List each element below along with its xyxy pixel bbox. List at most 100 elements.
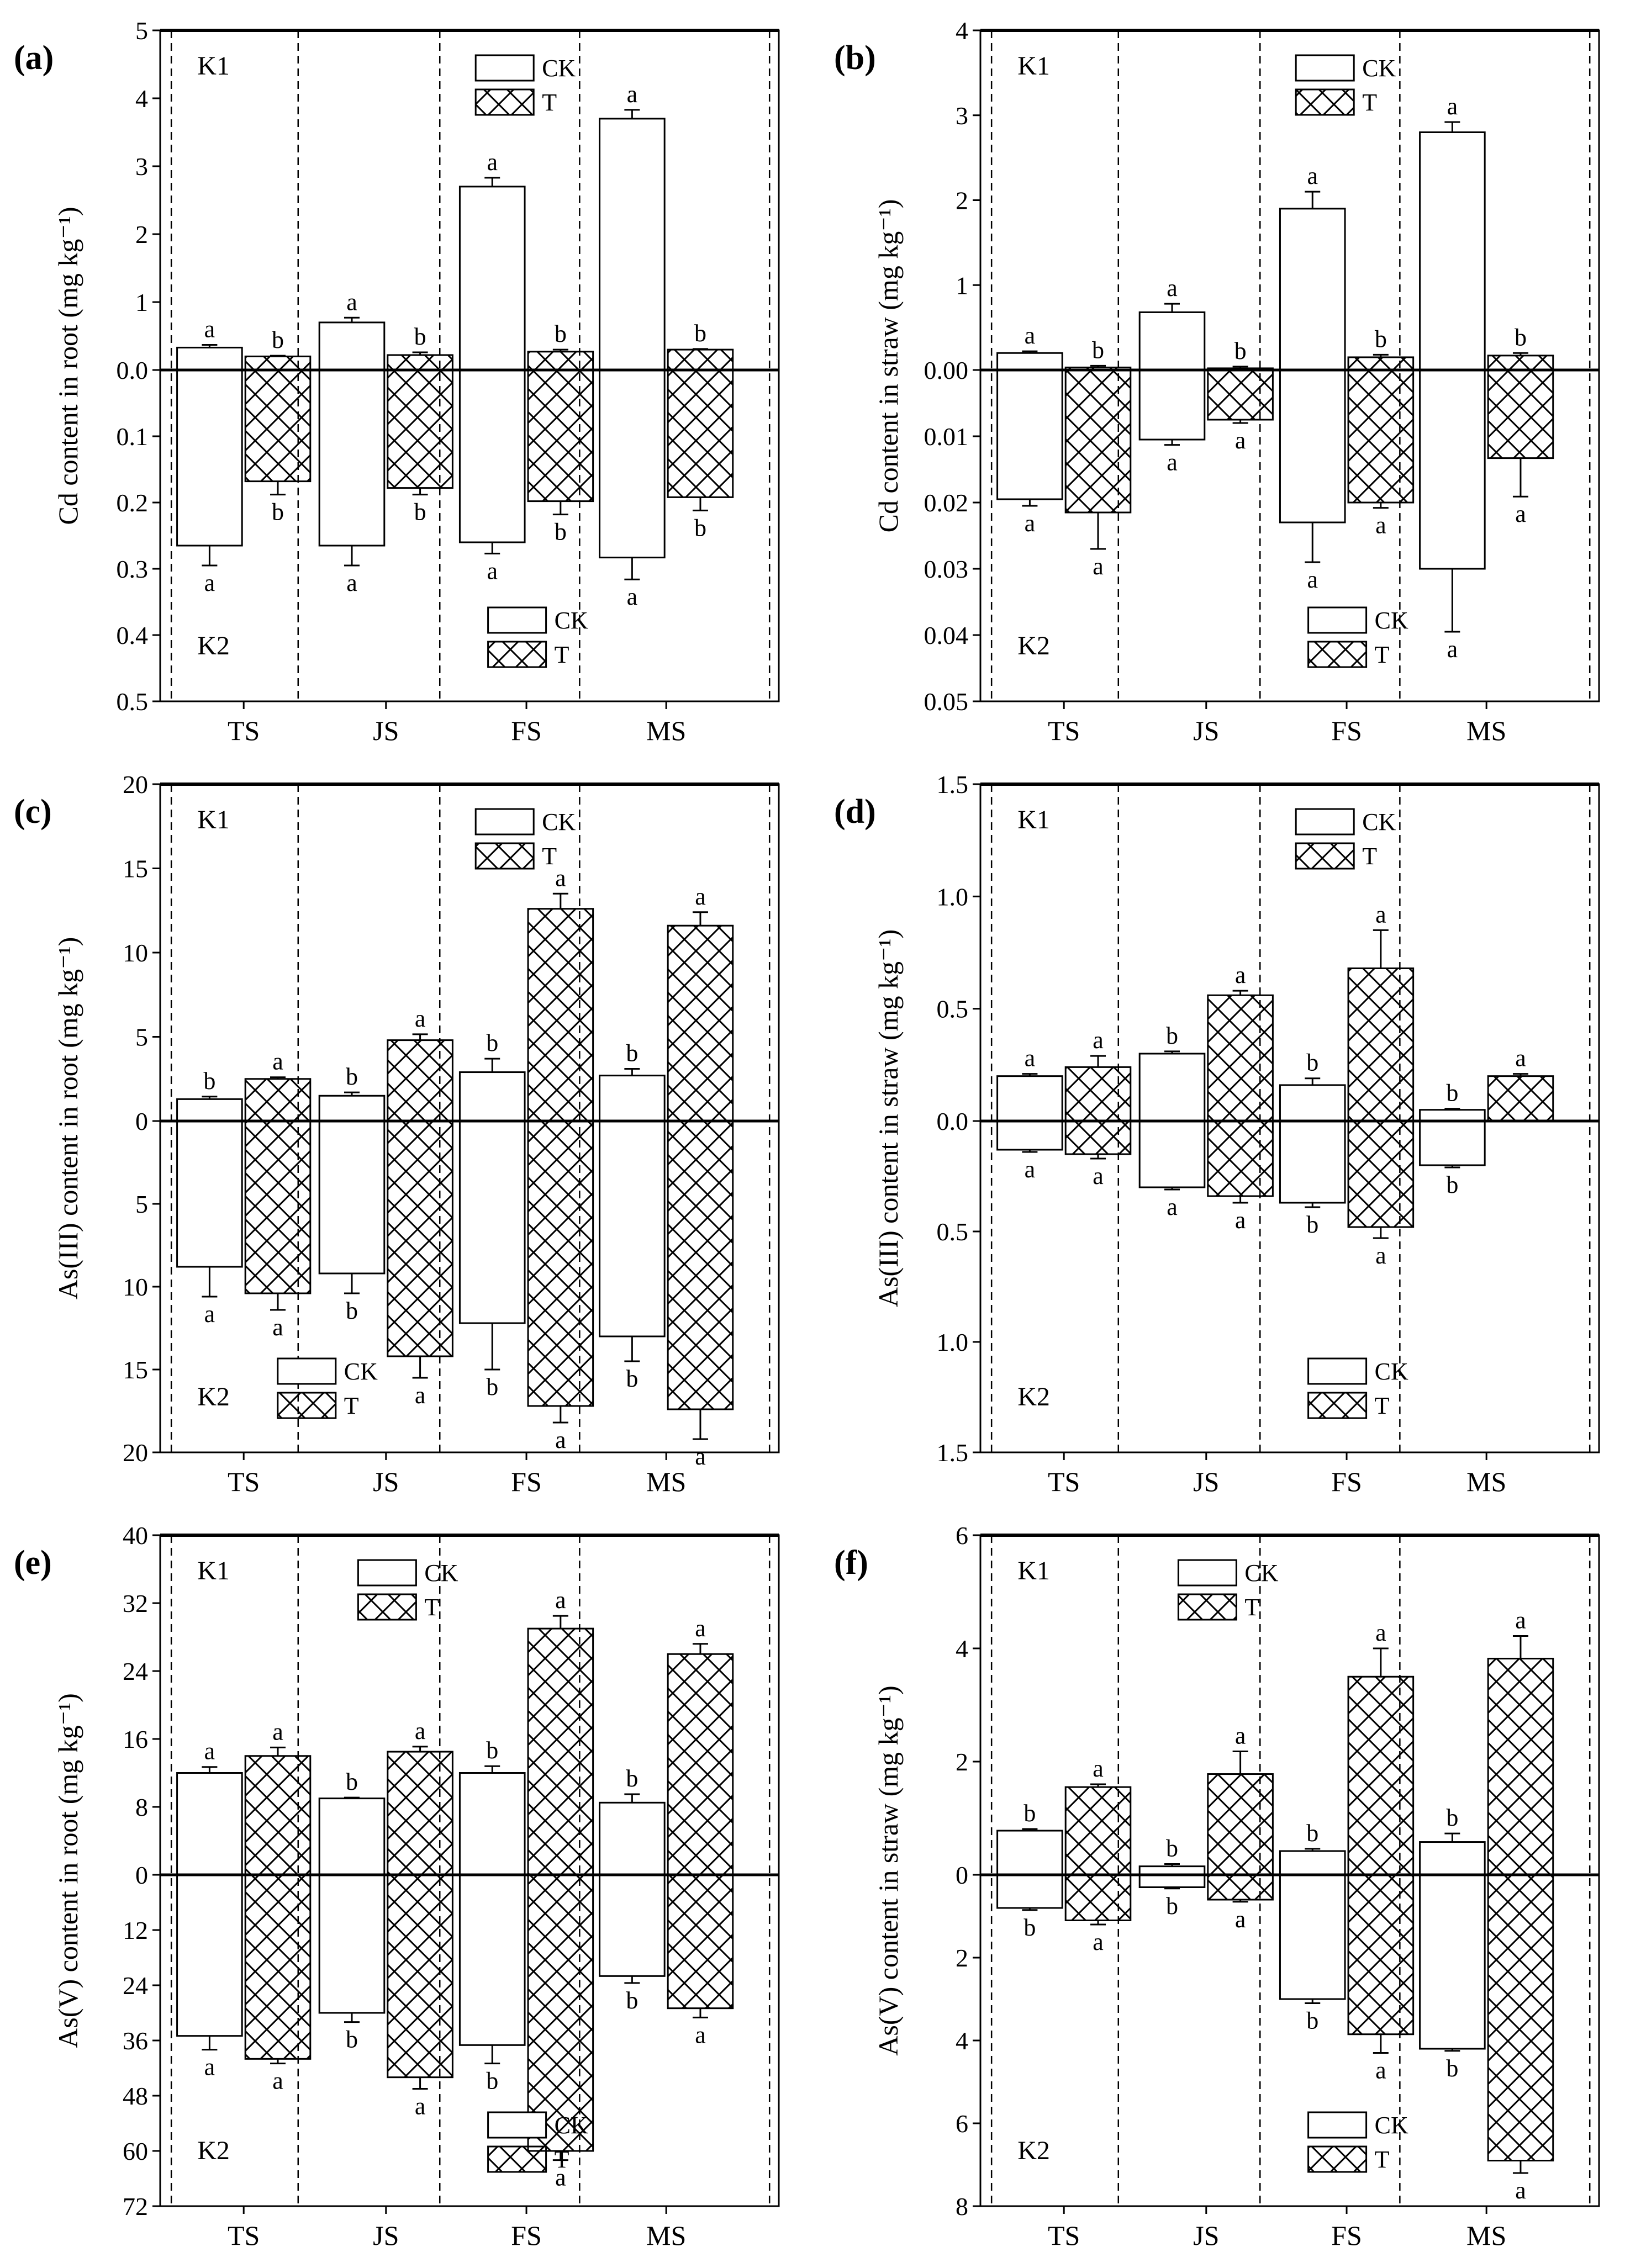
legend-label-t: T [1375,1392,1390,1419]
bar-k2-t-fs [527,369,594,503]
significance-label: a [1167,449,1178,476]
legend-swatch-t [1295,88,1355,116]
significance-label: b [1306,1211,1318,1238]
bar-k2-ck-ts [996,1874,1063,1909]
y-tick-label: 3 [956,102,968,130]
y-tick-label: 2 [956,187,968,215]
legend-label-ck: CK [344,1358,378,1385]
legend-swatch-ck [1307,1357,1368,1385]
legend-label-ck: CK [1375,1358,1408,1385]
bar-k1-t-ts [244,1755,312,1876]
bar-k2-t-ts [1064,1120,1132,1155]
bar-k2-t-js [1207,1120,1274,1197]
bar-k1-t-fs [1347,356,1415,371]
significance-label: a [1447,93,1458,120]
y-tick-label: 8 [956,2192,968,2221]
bar-k2-t-ms [1487,369,1554,459]
bar-k1-ck-js [1138,1053,1206,1122]
significance-label: a [1025,1045,1036,1072]
y-axis-title: As(V) content in straw (mg kg⁻¹) [873,1685,904,2055]
bar-k1-t-fs [1347,1675,1415,1876]
bar-k1-ck-fs [458,1772,526,1876]
y-tick-label: 1.5 [937,1439,969,1467]
legend: CK T [487,2111,588,2173]
group-label-k2: K2 [1017,2136,1050,2165]
y-tick-label: 0.01 [924,422,969,451]
y-axis-title: Cd content in root (mg kg⁻¹) [52,207,83,525]
y-tick-label: 0.4 [117,621,149,649]
significance-label: a [1235,1722,1246,1749]
bar-k2-t-ts [244,369,312,483]
bar-k1-ck-fs [1279,1850,1346,1876]
bar-k2-t-ts [244,1874,312,2060]
legend-swatch-t [474,88,535,116]
x-tick-label-js: JS [1193,2220,1219,2251]
bar-k2-t-fs [527,1120,594,1407]
legend-swatch-ck [1307,606,1368,634]
y-axis-title: As(III) content in root (mg kg⁻¹) [52,937,83,1300]
y-tick-label: 0.5 [937,995,969,1023]
significance-label: b [1375,325,1387,352]
significance-label: b [203,1067,215,1095]
significance-label: b [1515,324,1527,351]
significance-label: b [486,1373,498,1400]
y-tick-label: 6 [956,1521,968,1550]
significance-label: b [346,1063,358,1090]
bar-k1-ck-fs [458,1071,526,1122]
bar-k1-t-fs [1347,967,1415,1122]
bar-k2-t-js [1207,1874,1274,1901]
bar-k1-t-ms [1487,355,1554,371]
group-label-k1: K1 [197,51,230,81]
legend-label-t: T [424,1594,439,1621]
significance-label: b [555,320,567,347]
significance-label: b [486,1737,498,1764]
significance-label: b [626,1039,638,1066]
y-tick-label: 3 [135,152,148,181]
y-tick-label: 4 [956,17,968,45]
group-label-k2: K2 [1017,1382,1050,1411]
significance-label: a [1093,553,1104,580]
significance-label: a [1375,512,1386,539]
significance-label: b [1166,1892,1178,1920]
y-tick-label: 5 [135,1023,148,1051]
bar-k1-ck-ms [1419,1109,1486,1122]
bar-k1-t-ms [1487,1075,1554,1122]
bar-k2-ck-ts [996,1120,1063,1151]
bar-k1-t-ms [667,924,734,1122]
significance-label: a [1235,1207,1246,1234]
significance-label: a [1235,427,1246,454]
bar-k2-ck-ts [176,1874,243,2037]
significance-label: a [346,288,357,315]
legend-swatch-t [1307,1392,1368,1419]
y-tick-label: 2 [956,1944,968,1972]
y-tick-label: 0 [135,1107,148,1135]
group-label-k2: K2 [1017,631,1050,660]
bar-k1-ck-js [1138,311,1206,371]
legend-swatch-t [1307,641,1368,668]
significance-label: b [346,2026,358,2053]
legend-swatch-t [487,2145,547,2173]
legend: CK T [487,606,588,668]
x-tick-label-js: JS [1193,1466,1219,1497]
panel-a: a a a a a a a a b b b b b b b b 0.0 1 2 3 4 5 0.1 0.2 0.3 0.4 0.5 T… [14,17,780,746]
significance-label: a [555,1587,566,1614]
significance-label: b [1446,1171,1458,1198]
bar-k2-ck-js [1138,369,1206,441]
significance-label: a [555,864,566,891]
y-tick-label: 24 [123,1657,148,1685]
x-tick-label-ms: MS [1466,715,1506,746]
bar-k1-ck-ms [599,1075,666,1122]
significance-label: b [272,499,284,526]
legend-label-ck: CK [542,55,576,82]
bar-k2-t-js [387,369,453,489]
bar-k1-t-ts [1064,1786,1132,1876]
bar-k2-ck-ms [1419,1120,1486,1166]
x-tick-label-js: JS [373,1466,399,1497]
bar-k2-ck-fs [1279,1874,1346,2000]
bar-k1-ck-ts [996,1830,1063,1876]
significance-label: a [272,1048,283,1075]
y-tick-label: 32 [123,1589,148,1617]
significance-label: a [1447,636,1458,663]
legend: CK T [277,1357,378,1419]
significance-label: b [486,2068,498,2095]
